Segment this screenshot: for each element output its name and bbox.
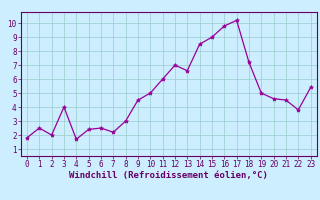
X-axis label: Windchill (Refroidissement éolien,°C): Windchill (Refroidissement éolien,°C) xyxy=(69,171,268,180)
